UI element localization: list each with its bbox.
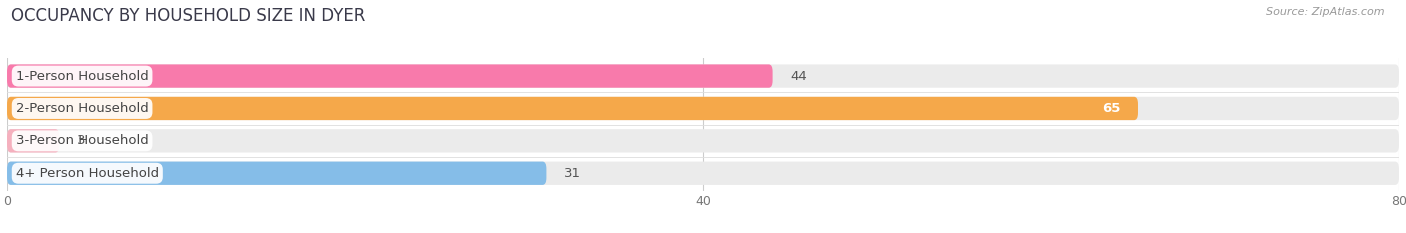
Text: 3-Person Household: 3-Person Household xyxy=(15,134,149,147)
FancyBboxPatch shape xyxy=(7,129,59,153)
FancyBboxPatch shape xyxy=(7,97,1137,120)
Text: 3: 3 xyxy=(77,134,86,147)
FancyBboxPatch shape xyxy=(7,64,1399,88)
FancyBboxPatch shape xyxy=(7,97,1399,120)
FancyBboxPatch shape xyxy=(7,161,1399,185)
Text: 31: 31 xyxy=(564,167,581,180)
Text: 2-Person Household: 2-Person Household xyxy=(15,102,149,115)
Text: 1-Person Household: 1-Person Household xyxy=(15,70,149,82)
Text: 65: 65 xyxy=(1102,102,1121,115)
Text: Source: ZipAtlas.com: Source: ZipAtlas.com xyxy=(1267,7,1385,17)
Text: 4+ Person Household: 4+ Person Household xyxy=(15,167,159,180)
FancyBboxPatch shape xyxy=(7,64,773,88)
Text: OCCUPANCY BY HOUSEHOLD SIZE IN DYER: OCCUPANCY BY HOUSEHOLD SIZE IN DYER xyxy=(11,7,366,25)
FancyBboxPatch shape xyxy=(7,129,1399,153)
Text: 44: 44 xyxy=(790,70,807,82)
FancyBboxPatch shape xyxy=(7,161,547,185)
